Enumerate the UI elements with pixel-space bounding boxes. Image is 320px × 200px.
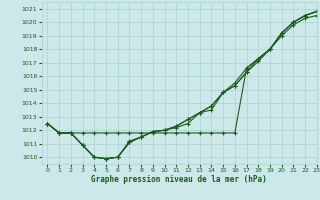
X-axis label: Graphe pression niveau de la mer (hPa): Graphe pression niveau de la mer (hPa) <box>91 175 267 184</box>
